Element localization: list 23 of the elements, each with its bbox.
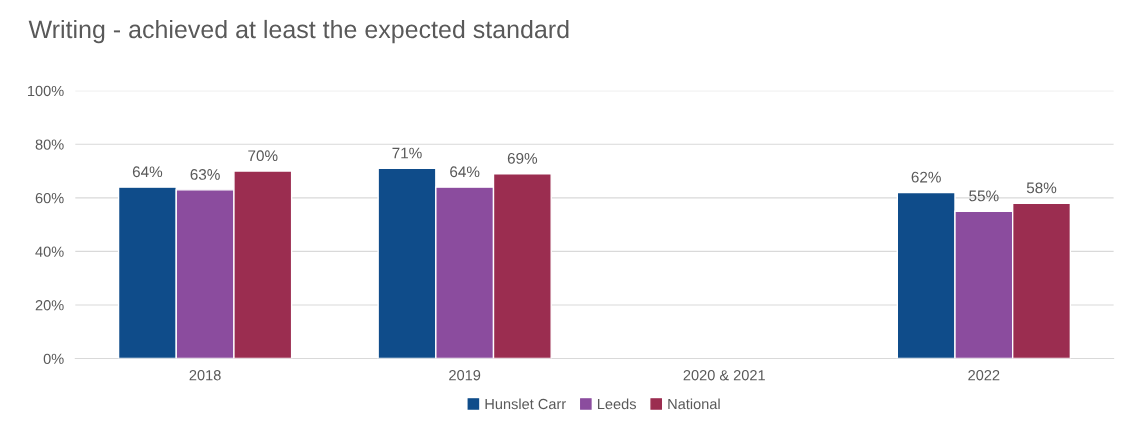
y-tick-label: 20% (35, 300, 64, 311)
x-tick-label: 2019 (449, 370, 481, 381)
chart-title: Writing - achieved at least the expected standard (28, 19, 569, 44)
data-label: 64% (450, 166, 480, 178)
data-label: 69% (507, 152, 538, 164)
data-label: 63% (190, 169, 220, 180)
x-tick-label: 2022 (968, 370, 1000, 381)
data-label: 55% (969, 190, 999, 202)
legend-label: Leeds (597, 398, 636, 410)
legend-label: National (668, 398, 720, 410)
x-tick-label: 2020 & 2021 (683, 370, 765, 381)
data-label: 58% (1026, 182, 1057, 194)
y-tick-label: 40% (35, 246, 64, 257)
y-tick-label: 0% (43, 353, 64, 364)
data-label: 71% (392, 147, 422, 159)
data-label: 62% (911, 171, 941, 183)
y-tick-label: 60% (35, 192, 64, 204)
y-tick-label: 80% (35, 139, 64, 150)
y-tick-label: 100% (28, 85, 64, 97)
legend-label: Hunslet Carr (485, 398, 566, 410)
data-label: 70% (248, 150, 278, 162)
data-label: 64% (132, 166, 163, 178)
x-tick-label: 2018 (189, 370, 221, 381)
